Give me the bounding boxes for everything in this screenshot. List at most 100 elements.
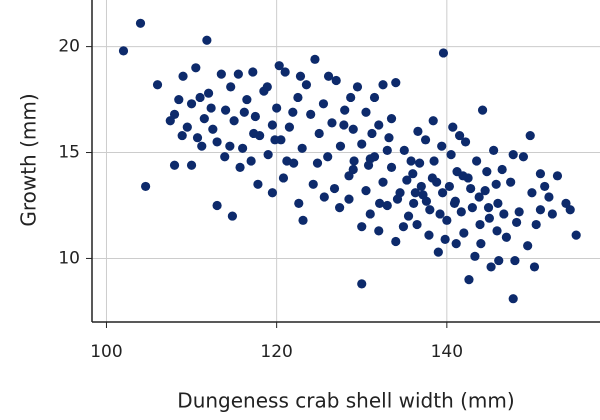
point bbox=[199, 114, 209, 124]
point bbox=[392, 194, 403, 204]
y-tick-label: 10 bbox=[58, 248, 80, 268]
point bbox=[135, 18, 146, 28]
point bbox=[424, 230, 434, 240]
point bbox=[206, 103, 216, 113]
point bbox=[408, 169, 418, 179]
point bbox=[494, 255, 504, 266]
point bbox=[525, 130, 535, 141]
point bbox=[544, 192, 554, 202]
point bbox=[327, 118, 337, 128]
point bbox=[425, 205, 435, 215]
point bbox=[348, 164, 358, 175]
point bbox=[272, 103, 282, 113]
point bbox=[458, 171, 468, 181]
point bbox=[369, 92, 380, 103]
point bbox=[177, 130, 187, 141]
point bbox=[451, 239, 461, 249]
x-tick-label: 100 bbox=[90, 342, 122, 362]
point bbox=[501, 232, 511, 242]
point bbox=[412, 219, 422, 230]
point bbox=[267, 188, 277, 198]
point bbox=[335, 141, 346, 151]
point bbox=[233, 69, 243, 79]
point bbox=[280, 67, 290, 77]
point bbox=[253, 179, 263, 189]
point bbox=[384, 133, 394, 143]
x-tick-label: 120 bbox=[260, 342, 292, 362]
point bbox=[391, 236, 401, 247]
point bbox=[195, 92, 205, 103]
point bbox=[476, 239, 486, 249]
point bbox=[235, 162, 245, 172]
point bbox=[561, 198, 571, 208]
point bbox=[499, 209, 509, 219]
point bbox=[295, 71, 306, 81]
point bbox=[141, 181, 151, 192]
point bbox=[415, 158, 425, 168]
point bbox=[262, 82, 272, 92]
point bbox=[492, 226, 502, 236]
point bbox=[442, 215, 452, 225]
point bbox=[552, 171, 563, 181]
point bbox=[329, 183, 340, 194]
x-tick-label: 140 bbox=[431, 342, 463, 362]
point bbox=[454, 130, 465, 141]
point bbox=[242, 94, 252, 105]
point bbox=[464, 275, 474, 285]
point bbox=[202, 35, 212, 45]
point bbox=[475, 219, 485, 230]
point bbox=[386, 162, 397, 172]
point bbox=[250, 111, 260, 122]
point bbox=[514, 207, 524, 217]
point bbox=[484, 213, 494, 223]
point bbox=[531, 219, 541, 230]
point bbox=[319, 192, 329, 202]
point bbox=[486, 262, 496, 272]
point bbox=[220, 105, 231, 115]
point bbox=[374, 226, 384, 236]
point bbox=[391, 78, 401, 88]
point bbox=[406, 156, 416, 166]
point bbox=[197, 141, 207, 151]
point bbox=[212, 200, 222, 211]
point bbox=[293, 92, 303, 103]
point bbox=[369, 152, 380, 162]
point bbox=[416, 181, 426, 192]
point bbox=[409, 198, 419, 208]
point bbox=[437, 141, 447, 151]
point bbox=[346, 92, 356, 103]
point bbox=[410, 188, 420, 198]
point bbox=[399, 145, 409, 156]
point bbox=[375, 198, 385, 208]
point bbox=[361, 107, 371, 117]
point bbox=[229, 116, 239, 126]
point bbox=[432, 177, 442, 187]
point bbox=[349, 156, 359, 166]
point bbox=[446, 150, 456, 160]
point bbox=[267, 120, 277, 130]
point bbox=[429, 156, 439, 166]
point bbox=[225, 141, 235, 151]
point bbox=[169, 109, 180, 119]
point bbox=[535, 205, 546, 215]
point bbox=[497, 164, 507, 175]
point bbox=[508, 150, 518, 160]
y-axis-label: Growth (mm) bbox=[17, 93, 41, 226]
point bbox=[382, 145, 392, 156]
point bbox=[220, 152, 230, 162]
point bbox=[192, 133, 203, 143]
point bbox=[506, 177, 516, 187]
point bbox=[512, 217, 522, 228]
point bbox=[263, 150, 273, 160]
point bbox=[301, 80, 312, 90]
point bbox=[378, 177, 388, 187]
point bbox=[174, 94, 184, 105]
point bbox=[518, 152, 529, 162]
point bbox=[186, 160, 197, 170]
point bbox=[178, 71, 188, 81]
point bbox=[402, 175, 412, 185]
point bbox=[493, 198, 503, 208]
point bbox=[433, 247, 443, 257]
point bbox=[284, 122, 295, 132]
